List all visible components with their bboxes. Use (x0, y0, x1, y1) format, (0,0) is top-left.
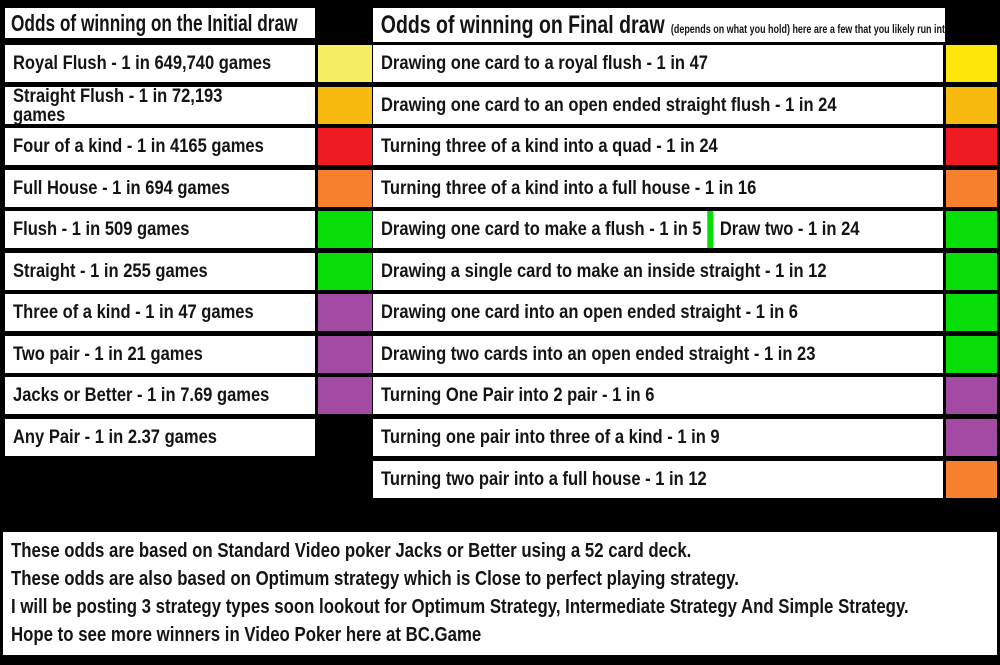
color-swatch-purple (946, 377, 997, 414)
odds-row-label: Royal Flush - 1 in 649,740 games (13, 53, 272, 74)
initial-draw-header-text: Odds of winning on the Initial draw (11, 9, 298, 36)
table-row: Turning two pair into a full house - 1 i… (0, 461, 1000, 498)
table-row: Turning three of a kind into a quad - 1 … (0, 128, 1000, 165)
odds-row-label: Drawing two cards into an open ended str… (381, 344, 816, 365)
table-row: Three of a kind - 1 in 47 games (0, 294, 1000, 331)
color-swatch-green (946, 294, 997, 331)
odds-row-box: Straight - 1 in 255 games (5, 253, 315, 290)
odds-row-box: Any Pair - 1 in 2.37 games (5, 419, 315, 456)
final-draw-header-text: Odds of winning on Final draw (depends on… (373, 10, 945, 39)
odds-row-box: Full House - 1 in 694 games (5, 170, 315, 207)
table-row: Straight - 1 in 255 games (0, 253, 1000, 290)
color-swatch-purple (318, 377, 372, 414)
final-draw-header: Odds of winning on Final draw (depends on… (373, 8, 945, 42)
color-swatch-purple (318, 294, 372, 331)
table-row: Drawing one card to an open ended straig… (0, 87, 1000, 124)
odds-row-box: Drawing one card to make a flush - 1 in … (373, 211, 943, 248)
odds-row-box: Turning two pair into a full house - 1 i… (373, 461, 943, 498)
odds-row-label: Any Pair - 1 in 2.37 games (13, 427, 217, 448)
odds-row-box: Straight Flush - 1 in 72,193 games (5, 87, 315, 124)
odds-row-box: Drawing one card to an open ended straig… (373, 87, 943, 124)
color-swatch-orange (946, 170, 997, 207)
odds-row-box: Drawing a single card to make an inside … (373, 253, 943, 290)
initial-draw-header: Odds of winning on the Initial draw (5, 8, 315, 38)
odds-row-box: Royal Flush - 1 in 649,740 games (5, 45, 315, 82)
odds-row-box: Jacks or Better - 1 in 7.69 games (5, 377, 315, 414)
odds-row-label: Drawing a single card to make an inside … (381, 261, 827, 282)
odds-row-box: Three of a kind - 1 in 47 games (5, 294, 315, 331)
color-swatch-orange (318, 170, 372, 207)
odds-row-label: Drawing one card to an open ended straig… (381, 95, 837, 116)
odds-row-box: Drawing two cards into an open ended str… (373, 336, 943, 373)
color-swatch-yellow (946, 45, 997, 82)
footer-line: I will be posting 3 strategy types soon … (11, 596, 909, 618)
table-row: Turning one pair into three of a kind - … (0, 419, 1000, 456)
footer-notes: These odds are based on Standard Video p… (3, 532, 997, 655)
color-swatch-green (946, 211, 997, 248)
odds-row-label: Turning two pair into a full house - 1 i… (381, 469, 707, 490)
odds-row-label: Straight Flush - 1 in 72,193 games (13, 87, 223, 124)
odds-row-box: Four of a kind - 1 in 4165 games (5, 128, 315, 165)
table-row: Drawing two cards into an open ended str… (0, 336, 1000, 373)
odds-row-label: Turning three of a kind into a quad - 1 … (381, 136, 718, 157)
color-swatch-green (946, 253, 997, 290)
color-swatch-green (946, 336, 997, 373)
color-swatch-gold (318, 87, 372, 124)
table-row: Full House - 1 in 694 games (0, 170, 1000, 207)
odds-row-box: Turning One Pair into 2 pair - 1 in 6 (373, 377, 943, 414)
table-row: Turning three of a kind into a full hous… (0, 170, 1000, 207)
odds-row-box: Drawing one card into an open ended stra… (373, 294, 943, 331)
odds-row-label: Four of a kind - 1 in 4165 games (13, 136, 264, 157)
color-swatch-purple (318, 336, 372, 373)
odds-row-box: Turning three of a kind into a full hous… (373, 170, 943, 207)
final-draw-header-note: (depends on what you hold) here are a fe… (670, 23, 945, 36)
table-row: Royal Flush - 1 in 649,740 games (0, 45, 1000, 82)
color-swatch-purple (946, 419, 997, 456)
table-row: Two pair - 1 in 21 games (0, 336, 1000, 373)
table-row: Drawing one card into an open ended stra… (0, 294, 1000, 331)
table-row: Turning One Pair into 2 pair - 1 in 6 (0, 377, 1000, 414)
odds-row-label-secondary: Draw two - 1 in 24 (719, 219, 860, 240)
odds-row-box: Turning three of a kind into a quad - 1 … (373, 128, 943, 165)
odds-row-label: Drawing one card into an open ended stra… (381, 302, 798, 323)
footer-line: These odds are based on Standard Video p… (11, 540, 692, 562)
odds-row-label: Flush - 1 in 509 games (13, 219, 190, 240)
color-swatch-pale-yellow (318, 45, 372, 82)
table-row: Drawing one card to a royal flush - 1 in… (0, 45, 1000, 82)
odds-row-label: Drawing one card to a royal flush - 1 in… (381, 53, 709, 74)
color-swatch-green (318, 253, 372, 290)
table-row: Drawing one card to make a flush - 1 in … (0, 211, 1000, 248)
odds-row-label: Straight - 1 in 255 games (13, 261, 208, 282)
odds-row-box: Drawing one card to a royal flush - 1 in… (373, 45, 943, 82)
footer-line: Hope to see more winners in Video Poker … (11, 624, 482, 646)
table-row: Four of a kind - 1 in 4165 games (0, 128, 1000, 165)
odds-row-box: Turning one pair into three of a kind - … (373, 419, 943, 456)
color-swatch-red (946, 128, 997, 165)
odds-row-label: Turning one pair into three of a kind - … (381, 427, 720, 448)
odds-row-label: Three of a kind - 1 in 47 games (13, 302, 254, 323)
table-row: Jacks or Better - 1 in 7.69 games (0, 377, 1000, 414)
color-swatch-orange (946, 461, 997, 498)
odds-row-label: Full House - 1 in 694 games (13, 178, 230, 199)
table-row: Flush - 1 in 509 games (0, 211, 1000, 248)
odds-row-label: Two pair - 1 in 21 games (13, 344, 203, 365)
color-swatch-red (318, 128, 372, 165)
color-swatch-gold (946, 87, 997, 124)
odds-row-label: Turning One Pair into 2 pair - 1 in 6 (381, 385, 655, 406)
row-segment-divider (707, 211, 714, 248)
table-row: Straight Flush - 1 in 72,193 games (0, 87, 1000, 124)
footer-line: These odds are also based on Optimum str… (11, 568, 739, 590)
color-swatch-green (318, 211, 372, 248)
table-row: Drawing a single card to make an inside … (0, 253, 1000, 290)
table-row: Any Pair - 1 in 2.37 games (0, 419, 1000, 456)
odds-row-box: Flush - 1 in 509 games (5, 211, 315, 248)
odds-row-box: Two pair - 1 in 21 games (5, 336, 315, 373)
odds-row-label: Jacks or Better - 1 in 7.69 games (13, 385, 270, 406)
odds-row-label: Turning three of a kind into a full hous… (381, 178, 757, 199)
odds-row-label: Drawing one card to make a flush - 1 in … (381, 219, 702, 240)
final-draw-header-main: Odds of winning on Final draw (380, 10, 665, 39)
